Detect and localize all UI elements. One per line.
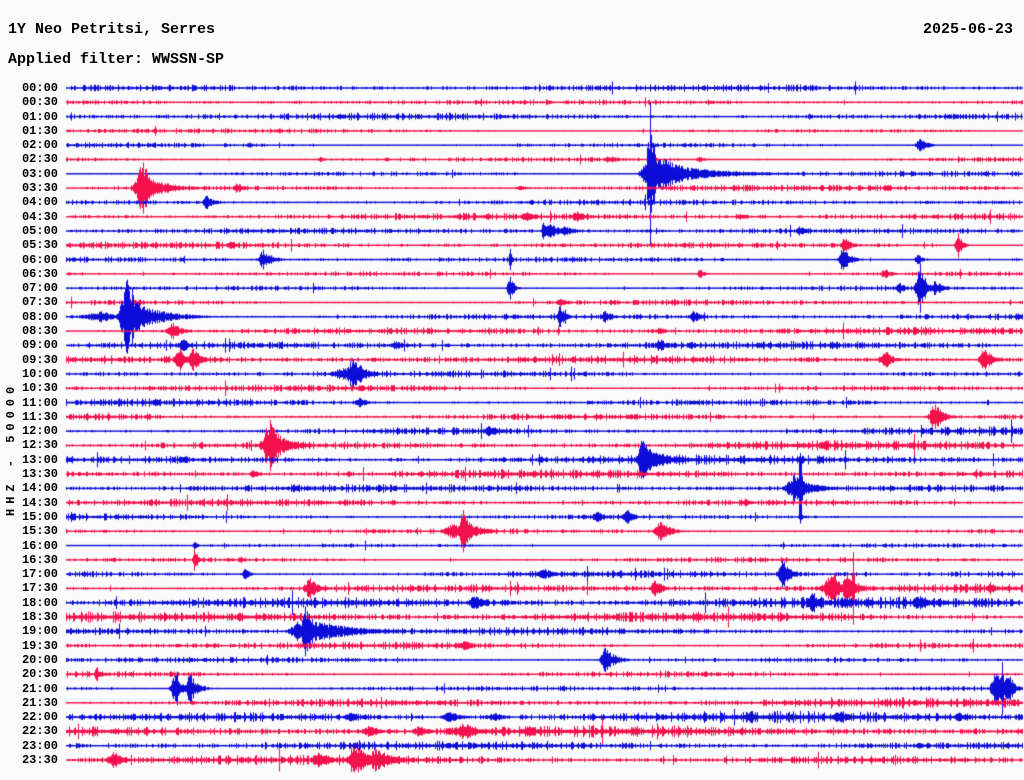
filter-label: Applied filter: WWSSN-SP	[8, 51, 225, 68]
time-label: 09:00	[21, 338, 58, 353]
time-label: 12:00	[21, 424, 58, 439]
time-label: 12:30	[21, 438, 58, 453]
time-label: 03:00	[21, 166, 58, 181]
time-label: 20:30	[21, 667, 58, 682]
time-label: 16:00	[21, 538, 58, 553]
time-label: 04:30	[21, 209, 58, 224]
time-label: 17:00	[21, 567, 58, 582]
station-title: 1Y Neo Petritsi, Serres	[8, 21, 216, 38]
time-label: 06:00	[21, 252, 58, 267]
time-label: 21:30	[21, 695, 58, 710]
time-label: 23:30	[21, 753, 58, 767]
time-label: 01:00	[21, 109, 58, 124]
time-label: 15:30	[21, 524, 58, 539]
time-label: 06:30	[21, 266, 58, 281]
time-label: 00:30	[21, 95, 58, 110]
time-label: 04:00	[21, 195, 58, 210]
time-label: 10:00	[21, 366, 58, 381]
time-label: 14:00	[21, 481, 58, 496]
time-label: 07:30	[21, 295, 58, 310]
time-label: 18:30	[21, 610, 58, 625]
time-label: 22:30	[21, 724, 58, 739]
date-label: 2025-06-23	[922, 21, 1013, 38]
time-label: 08:30	[21, 324, 58, 339]
time-label: 07:00	[21, 281, 58, 296]
time-label: 03:30	[21, 181, 58, 196]
time-label: 02:00	[21, 138, 58, 153]
time-label: 09:30	[21, 352, 58, 367]
time-label: 08:00	[21, 309, 58, 324]
time-label: 22:00	[21, 710, 58, 725]
time-label: 05:00	[21, 223, 58, 238]
time-label: 13:30	[21, 467, 58, 482]
time-label: 14:30	[21, 495, 58, 510]
time-label: 15:00	[21, 509, 58, 524]
time-label: 00:00	[21, 81, 58, 95]
time-label: 21:00	[21, 681, 58, 696]
time-label: 18:00	[21, 595, 58, 610]
time-label: 11:00	[21, 395, 58, 410]
time-label: 16:30	[21, 552, 58, 567]
time-label: 17:30	[21, 581, 58, 596]
time-label: 23:00	[21, 738, 58, 753]
time-label: 01:30	[21, 123, 58, 138]
time-label: 19:30	[21, 638, 58, 653]
time-label: 20:00	[21, 652, 58, 667]
y-axis-scale-label: HHZ - 50000	[4, 381, 18, 516]
time-label: 11:30	[21, 409, 58, 424]
time-label: 10:30	[21, 381, 58, 396]
time-label: 13:00	[21, 452, 58, 467]
time-label: 02:30	[21, 152, 58, 167]
time-label: 19:00	[21, 624, 58, 639]
time-label: 05:30	[21, 238, 58, 253]
